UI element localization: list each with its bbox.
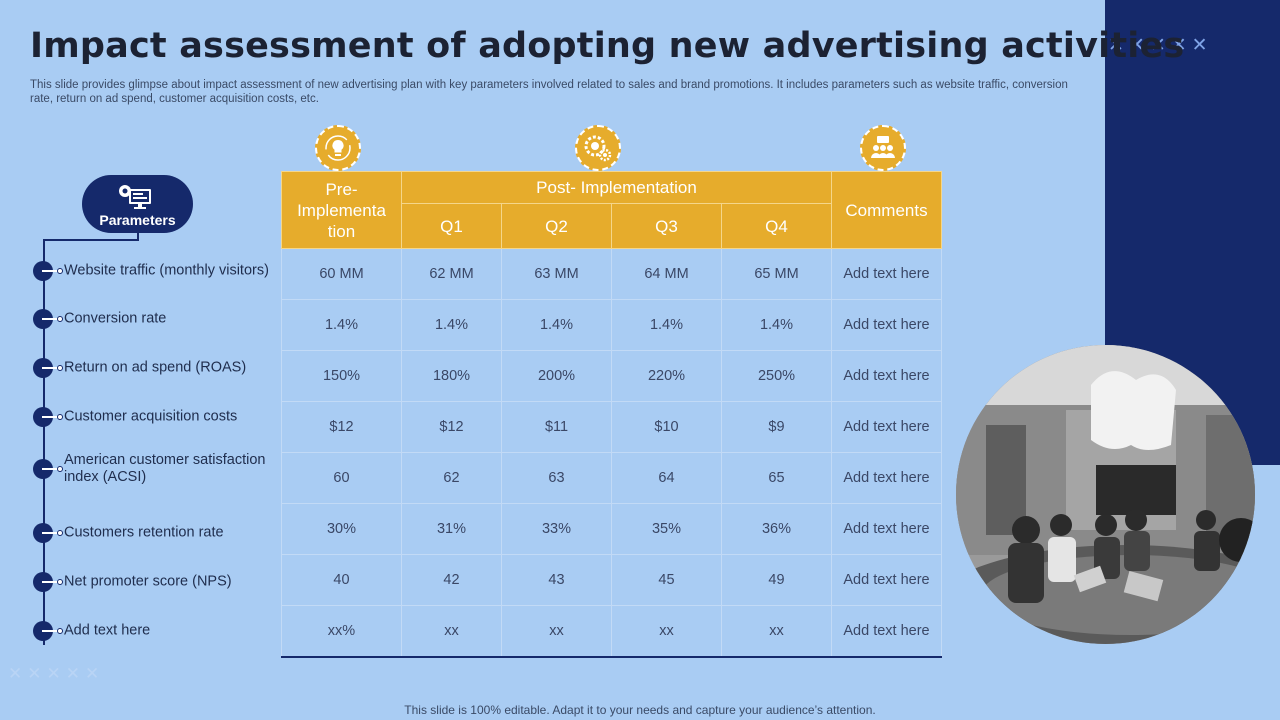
header-q1: Q1 (401, 203, 502, 249)
cell-q1: 62 MM (401, 248, 502, 300)
parameter-label: Website traffic (monthly visitors) (64, 262, 269, 279)
cell-comment: Add text here (831, 299, 942, 351)
cell-comment: Add text here (831, 350, 942, 402)
table-row: xx% xx xx xx xx Add text here (281, 605, 942, 658)
meeting-photo (956, 345, 1255, 644)
gears-icon (575, 125, 621, 171)
header-q3: Q3 (611, 203, 722, 249)
header-post-implementation: Post- Implementation (401, 171, 832, 204)
parameter-label: Net promoter score (NPS) (64, 573, 232, 590)
cell-q1: 62 (401, 452, 502, 504)
parameter-item: Website traffic (monthly visitors) (33, 251, 283, 291)
cell-q1: $12 (401, 401, 502, 453)
table-row: 60 62 63 64 65 Add text here (281, 452, 942, 504)
parameters-pill: Parameters (82, 175, 193, 233)
cell-pre: 60 MM (281, 248, 402, 300)
cell-q3: 45 (611, 554, 722, 606)
header-q2: Q2 (501, 203, 612, 249)
cell-q1: 42 (401, 554, 502, 606)
cell-pre: 150% (281, 350, 402, 402)
table-row: $12 $12 $11 $10 $9 Add text here (281, 401, 942, 453)
cell-q2: 63 (501, 452, 612, 504)
cell-q3: xx (611, 605, 722, 658)
cell-comment: Add text here (831, 452, 942, 504)
cell-pre: 40 (281, 554, 402, 606)
parameter-label: Customers retention rate (64, 524, 224, 541)
timeline-connector (137, 232, 139, 241)
parameter-item: Return on ad spend (ROAS) (33, 348, 283, 388)
cell-q1: 31% (401, 503, 502, 555)
cell-q3: 35% (611, 503, 722, 555)
cell-q1: 180% (401, 350, 502, 402)
parameter-item: Customers retention rate (33, 513, 283, 553)
cell-comment: Add text here (831, 503, 942, 555)
cell-pre: 30% (281, 503, 402, 555)
x-decoration-bottom: ✕✕✕✕✕ (8, 664, 105, 684)
parameter-label: Add text here (64, 622, 151, 639)
cell-comment: Add text here (831, 605, 942, 658)
header-comments: Comments (831, 171, 942, 249)
cell-q4: 250% (721, 350, 832, 402)
cell-q3: 220% (611, 350, 722, 402)
header-q4: Q4 (721, 203, 832, 249)
table-row: 1.4% 1.4% 1.4% 1.4% 1.4% Add text here (281, 299, 942, 351)
cell-q3: 1.4% (611, 299, 722, 351)
timeline-line (43, 240, 138, 645)
table-row: 150% 180% 200% 220% 250% Add text here (281, 350, 942, 402)
cell-q3: $10 (611, 401, 722, 453)
parameter-item: Net promoter score (NPS) (33, 562, 283, 602)
parameter-label: Customer acquisition costs (64, 408, 238, 425)
parameter-item: Conversion rate (33, 299, 283, 339)
lightbulb-icon (315, 125, 361, 171)
cell-q4: 65 MM (721, 248, 832, 300)
cell-q2: 200% (501, 350, 612, 402)
cell-pre: 1.4% (281, 299, 402, 351)
cell-q4: 65 (721, 452, 832, 504)
cell-q2: 43 (501, 554, 612, 606)
cell-q2: xx (501, 605, 612, 658)
cell-q4: 49 (721, 554, 832, 606)
cell-pre: $12 (281, 401, 402, 453)
cell-comment: Add text here (831, 554, 942, 606)
cell-q1: 1.4% (401, 299, 502, 351)
timeline-connector-horizontal (43, 239, 139, 241)
cell-q4: $9 (721, 401, 832, 453)
cell-q3: 64 (611, 452, 722, 504)
cell-q4: 36% (721, 503, 832, 555)
cell-pre: 60 (281, 452, 402, 504)
page-subtitle: This slide provides glimpse about impact… (30, 79, 1068, 105)
monitor-settings-icon (116, 181, 160, 216)
parameter-label: American customer satisfaction index (AC… (64, 452, 266, 485)
parameter-label: Conversion rate (64, 310, 167, 327)
header-pre-implementation: Pre- Implementa tion (281, 171, 402, 249)
parameter-item: Customer acquisition costs (33, 397, 283, 437)
cell-comment: Add text here (831, 248, 942, 300)
cell-q1: xx (401, 605, 502, 658)
table-row: 40 42 43 45 49 Add text here (281, 554, 942, 606)
footer-note: This slide is 100% editable. Adapt it to… (404, 703, 876, 717)
cell-q2: 33% (501, 503, 612, 555)
page-title: Impact assessment of adopting new advert… (30, 26, 1185, 66)
cell-pre: xx% (281, 605, 402, 658)
cell-q3: 64 MM (611, 248, 722, 300)
cell-q2: $11 (501, 401, 612, 453)
cell-comment: Add text here (831, 401, 942, 453)
impact-table: Pre- Implementa tion Post- Implementatio… (281, 171, 942, 658)
parameter-label: Return on ad spend (ROAS) (64, 359, 247, 376)
parameter-item: Add text here (33, 611, 283, 651)
parameters-label: Parameters (99, 212, 176, 228)
cell-q4: 1.4% (721, 299, 832, 351)
people-icon (860, 125, 906, 171)
table-row: 30% 31% 33% 35% 36% Add text here (281, 503, 942, 555)
cell-q4: xx (721, 605, 832, 658)
cell-q2: 1.4% (501, 299, 612, 351)
x-decoration-top: ✕✕✕✕✕ (1108, 34, 1213, 56)
parameter-item: American customer satisfaction index (AC… (33, 449, 283, 489)
table-row: 60 MM 62 MM 63 MM 64 MM 65 MM Add text h… (281, 248, 942, 300)
cell-q2: 63 MM (501, 248, 612, 300)
